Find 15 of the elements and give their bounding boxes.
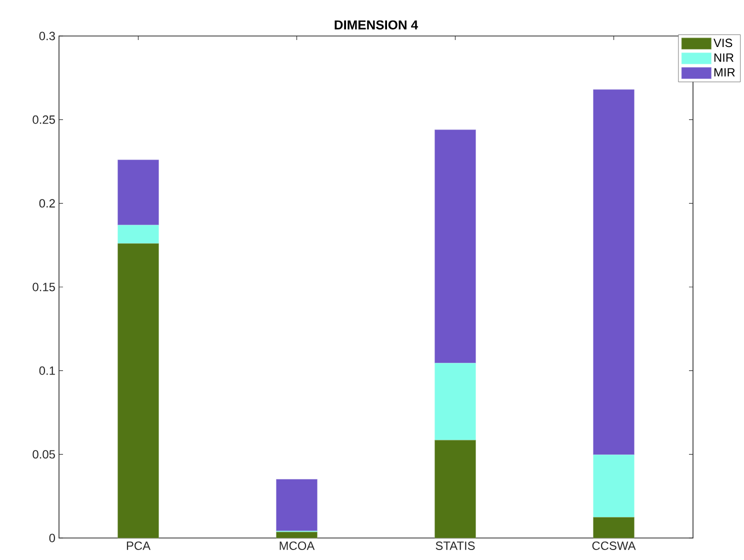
- y-tick-label: 0.15: [32, 282, 55, 292]
- legend-label: VIS: [714, 38, 732, 48]
- y-tick-label: 0: [49, 534, 56, 542]
- x-tick-label: STATIS: [436, 542, 475, 550]
- y-tick-label: 0.3: [39, 32, 55, 40]
- legend-label: NIR: [714, 54, 734, 62]
- y-tick-label: 0.1: [39, 366, 55, 375]
- y-tick-label: 0.25: [32, 115, 55, 124]
- x-tick-label: CCSWA: [592, 542, 636, 550]
- y-tick-label: 0.2: [39, 199, 55, 208]
- chart-title: DIMENSION 4: [334, 20, 418, 30]
- x-tick-label: PCA: [126, 542, 151, 550]
- x-tick-label: MCOA: [280, 542, 315, 550]
- legend-label: MIR: [714, 68, 735, 76]
- y-tick-label: 0.05: [32, 450, 55, 459]
